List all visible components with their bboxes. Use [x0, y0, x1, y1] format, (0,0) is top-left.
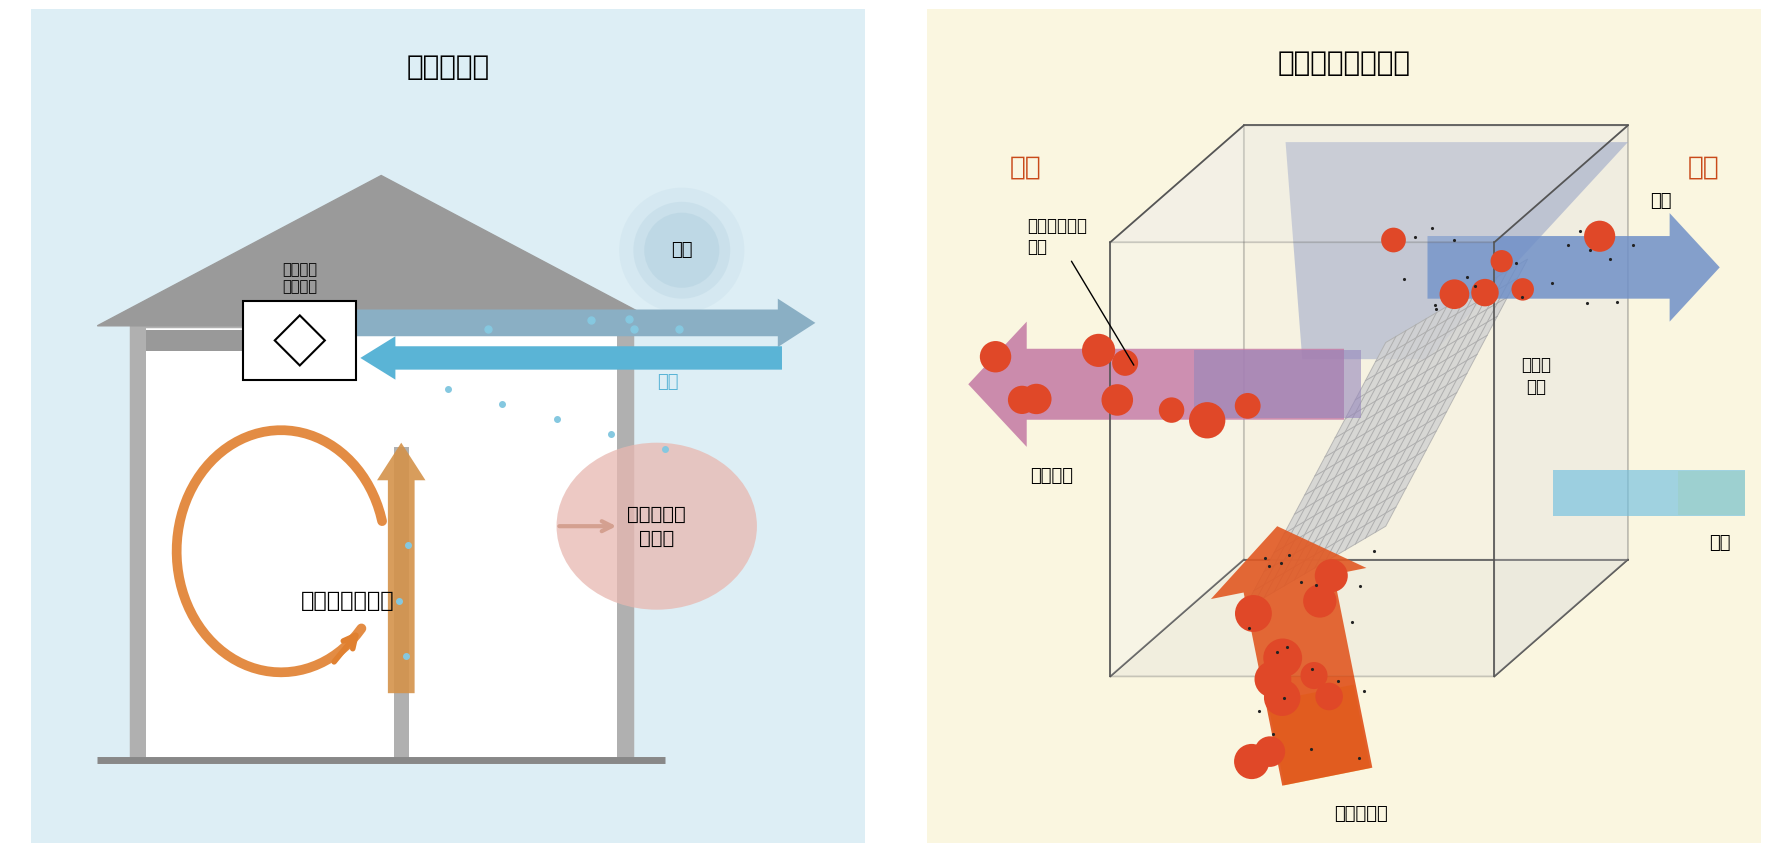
Text: 換気の方法: 換気の方法	[407, 53, 489, 81]
Circle shape	[1382, 227, 1407, 252]
Text: 湿気: 湿気	[670, 241, 692, 259]
Circle shape	[1263, 680, 1301, 716]
Circle shape	[980, 341, 1011, 372]
Circle shape	[1235, 595, 1272, 632]
Polygon shape	[1111, 560, 1627, 676]
Circle shape	[1584, 221, 1615, 252]
Polygon shape	[274, 315, 324, 366]
Polygon shape	[1244, 259, 1529, 610]
Circle shape	[1159, 397, 1185, 423]
Circle shape	[1254, 736, 1285, 767]
Polygon shape	[968, 321, 1344, 446]
Polygon shape	[1111, 242, 1495, 676]
Text: 外気: 外気	[1710, 534, 1731, 552]
Text: 汚れた空気: 汚れた空気	[1333, 805, 1387, 823]
Circle shape	[1235, 744, 1269, 779]
Circle shape	[1439, 279, 1469, 309]
Text: 室内: 室内	[1011, 154, 1041, 180]
Circle shape	[620, 187, 744, 313]
Circle shape	[1102, 384, 1133, 416]
Text: 室外: 室外	[1688, 154, 1720, 180]
Polygon shape	[1211, 527, 1373, 786]
Circle shape	[1315, 682, 1342, 711]
Circle shape	[633, 202, 729, 299]
Circle shape	[1491, 250, 1512, 273]
Circle shape	[1113, 350, 1138, 376]
Text: 熱交換気ユニット: 熱交換気ユニット	[1278, 49, 1410, 77]
Polygon shape	[1244, 125, 1627, 560]
Polygon shape	[97, 176, 665, 325]
Polygon shape	[1677, 471, 1745, 515]
Circle shape	[1021, 383, 1052, 414]
Circle shape	[1235, 393, 1260, 419]
FancyArrow shape	[376, 443, 425, 694]
Text: 熱交換
素子: 熱交換 素子	[1521, 356, 1552, 396]
Polygon shape	[1552, 469, 1745, 515]
Circle shape	[1471, 279, 1498, 307]
Circle shape	[1315, 559, 1348, 592]
Text: 熱交換気
ユニット: 熱交換気 ユニット	[283, 262, 317, 294]
Ellipse shape	[557, 443, 756, 610]
Bar	[244, 301, 357, 380]
Bar	[131, 325, 633, 760]
Polygon shape	[1111, 125, 1627, 242]
Polygon shape	[1193, 350, 1360, 418]
FancyArrow shape	[357, 299, 815, 347]
Bar	[616, 325, 633, 760]
Bar	[394, 447, 409, 760]
Bar	[145, 330, 244, 351]
Circle shape	[1082, 334, 1115, 367]
Polygon shape	[1428, 213, 1720, 321]
Circle shape	[1263, 638, 1303, 677]
Text: 熱エネルギー
回収: 熱エネルギー 回収	[1027, 217, 1134, 366]
Circle shape	[1190, 402, 1226, 439]
Circle shape	[643, 213, 719, 288]
Polygon shape	[1285, 142, 1627, 360]
Text: 快適な室内環境: 快適な室内環境	[301, 591, 394, 612]
Text: 排出: 排出	[1650, 192, 1672, 210]
Polygon shape	[1495, 125, 1627, 676]
Polygon shape	[1111, 125, 1244, 676]
Circle shape	[1303, 584, 1337, 618]
Circle shape	[1511, 278, 1534, 301]
FancyArrow shape	[360, 337, 781, 380]
Circle shape	[1301, 662, 1328, 689]
Bar	[131, 325, 145, 760]
Polygon shape	[1267, 685, 1371, 786]
Text: 温度＋湿度
を交換: 温度＋湿度 を交換	[627, 505, 686, 548]
Text: 新鮮空気: 新鮮空気	[1030, 467, 1073, 485]
Text: 外気: 外気	[656, 373, 677, 391]
Circle shape	[1254, 661, 1292, 698]
Circle shape	[1007, 386, 1036, 414]
